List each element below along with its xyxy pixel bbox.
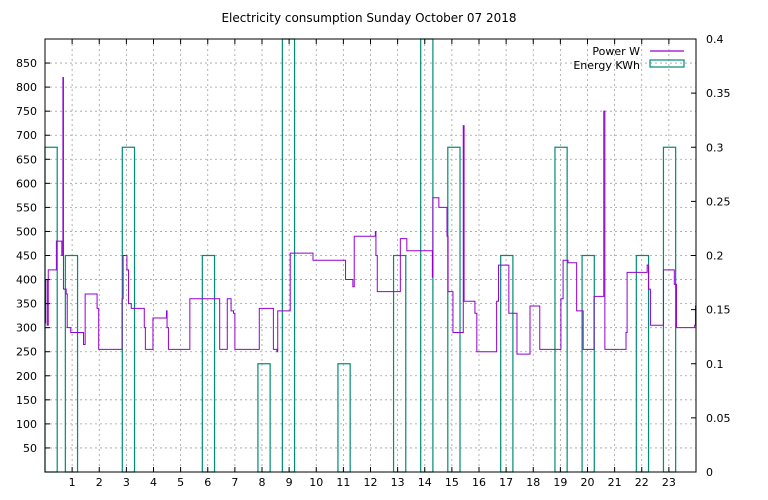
energy-bar xyxy=(281,38,296,473)
grid-layer xyxy=(45,39,696,472)
x-tick-label: 6 xyxy=(204,476,211,489)
y-tick-label: 600 xyxy=(16,177,37,190)
x-tick-label: 19 xyxy=(553,476,567,489)
x-tick-label: 9 xyxy=(286,476,293,489)
legend-power-label: Power W xyxy=(592,45,640,58)
energy-bar xyxy=(392,254,407,473)
y-tick-label: 850 xyxy=(16,57,37,70)
y-tick-label: 50 xyxy=(23,442,37,455)
y-tick-label: 100 xyxy=(16,418,37,431)
x-tick-label: 4 xyxy=(150,476,157,489)
x-tick-label: 10 xyxy=(309,476,323,489)
x-tick-label: 18 xyxy=(526,476,540,489)
y-tick-label: 500 xyxy=(16,225,37,238)
x-tick-label: 1 xyxy=(69,476,76,489)
y-tick-label: 700 xyxy=(16,129,37,142)
legend-energy-swatch xyxy=(649,59,685,68)
x-tick-label: 20 xyxy=(581,476,595,489)
y-tick-label: 300 xyxy=(16,322,37,335)
y2-tick-label: 0.15 xyxy=(706,304,731,317)
y-tick-label: 800 xyxy=(16,81,37,94)
legend: Power W Energy KWh xyxy=(573,45,685,72)
energy-bar xyxy=(121,146,136,473)
y2-tick-label: 0.2 xyxy=(706,250,724,263)
y-tick-label: 450 xyxy=(16,250,37,263)
x-tick-label: 13 xyxy=(391,476,405,489)
y2-tick-label: 0 xyxy=(706,466,713,479)
y2-tick-label: 0.3 xyxy=(706,141,724,154)
y-tick-label: 350 xyxy=(16,298,37,311)
energy-bar xyxy=(500,254,514,473)
x-tick-label: 2 xyxy=(96,476,103,489)
y-tick-label: 150 xyxy=(16,394,37,407)
x-tick-label: 7 xyxy=(231,476,238,489)
legend-energy-label: Energy KWh xyxy=(573,59,640,72)
energy-bar xyxy=(635,254,650,473)
x-tick-label: 8 xyxy=(259,476,266,489)
y2-tick-label: 0.1 xyxy=(706,358,724,371)
y2-tick-label: 0.05 xyxy=(706,412,731,425)
x-tick-label: 15 xyxy=(445,476,459,489)
y-tick-label: 250 xyxy=(16,346,37,359)
energy-bar xyxy=(447,146,461,473)
x-tick-label: 3 xyxy=(123,476,130,489)
x-tick-label: 12 xyxy=(364,476,378,489)
y2-tick-label: 0.25 xyxy=(706,195,731,208)
x-tick-label: 22 xyxy=(635,476,649,489)
y-tick-label: 200 xyxy=(16,370,37,383)
x-tick-label: 21 xyxy=(608,476,622,489)
y-tick-label: 750 xyxy=(16,105,37,118)
x-tick-label: 5 xyxy=(177,476,184,489)
y-tick-label: 650 xyxy=(16,153,37,166)
x-tick-label: 11 xyxy=(336,476,350,489)
y-tick-label: 550 xyxy=(16,201,37,214)
energy-bar xyxy=(257,363,271,473)
power-line-layer xyxy=(45,76,697,355)
energy-bar xyxy=(581,254,595,473)
ticks-layer: 1 2 3 4 5 6 7 8 9 10 11 12 13 14 15 16 17 18 19 20 21 22 23501… xyxy=(16,33,731,489)
y2-tick-label: 0.4 xyxy=(706,33,724,46)
x-tick-label: 14 xyxy=(418,476,432,489)
power-line xyxy=(45,76,697,355)
y2-tick-label: 0.35 xyxy=(706,87,731,100)
energy-bar xyxy=(662,146,677,473)
chart-title: Electricity consumption Sunday October 0… xyxy=(221,11,517,25)
y-tick-label: 400 xyxy=(16,274,37,287)
x-tick-label: 17 xyxy=(499,476,513,489)
energy-bar xyxy=(201,254,216,473)
energy-bar xyxy=(64,254,79,473)
x-tick-label: 16 xyxy=(472,476,486,489)
energy-bar xyxy=(337,363,351,473)
x-tick-label: 23 xyxy=(662,476,676,489)
